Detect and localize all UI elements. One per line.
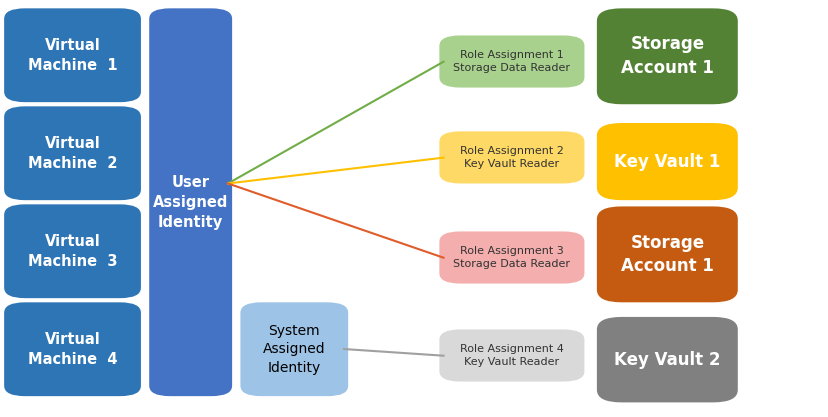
FancyBboxPatch shape bbox=[149, 8, 232, 396]
Text: Storage
Account 1: Storage Account 1 bbox=[620, 35, 713, 77]
Text: Virtual
Machine  1: Virtual Machine 1 bbox=[27, 38, 118, 73]
FancyBboxPatch shape bbox=[596, 123, 737, 200]
FancyBboxPatch shape bbox=[4, 8, 141, 102]
Text: Role Assignment 3
Storage Data Reader: Role Assignment 3 Storage Data Reader bbox=[453, 246, 570, 269]
FancyBboxPatch shape bbox=[4, 204, 141, 298]
Text: Key Vault 1: Key Vault 1 bbox=[614, 153, 720, 171]
Text: Role Assignment 4
Key Vault Reader: Role Assignment 4 Key Vault Reader bbox=[460, 344, 563, 367]
FancyBboxPatch shape bbox=[240, 302, 348, 396]
Text: User
Assigned
Identity: User Assigned Identity bbox=[153, 175, 228, 229]
Text: System
Assigned
Identity: System Assigned Identity bbox=[262, 324, 325, 374]
Text: Virtual
Machine  3: Virtual Machine 3 bbox=[28, 234, 117, 269]
FancyBboxPatch shape bbox=[596, 317, 737, 402]
Text: Role Assignment 1
Storage Data Reader: Role Assignment 1 Storage Data Reader bbox=[453, 50, 570, 73]
Text: Key Vault 2: Key Vault 2 bbox=[614, 351, 720, 369]
FancyBboxPatch shape bbox=[4, 106, 141, 200]
FancyBboxPatch shape bbox=[4, 302, 141, 396]
FancyBboxPatch shape bbox=[439, 231, 584, 284]
FancyBboxPatch shape bbox=[596, 8, 737, 104]
Text: Virtual
Machine  2: Virtual Machine 2 bbox=[28, 136, 117, 171]
Text: Storage
Account 1: Storage Account 1 bbox=[620, 234, 713, 275]
Text: Role Assignment 2
Key Vault Reader: Role Assignment 2 Key Vault Reader bbox=[460, 146, 563, 169]
FancyBboxPatch shape bbox=[596, 206, 737, 302]
FancyBboxPatch shape bbox=[439, 131, 584, 183]
FancyBboxPatch shape bbox=[439, 35, 584, 88]
FancyBboxPatch shape bbox=[439, 329, 584, 382]
Text: Virtual
Machine  4: Virtual Machine 4 bbox=[28, 332, 117, 367]
